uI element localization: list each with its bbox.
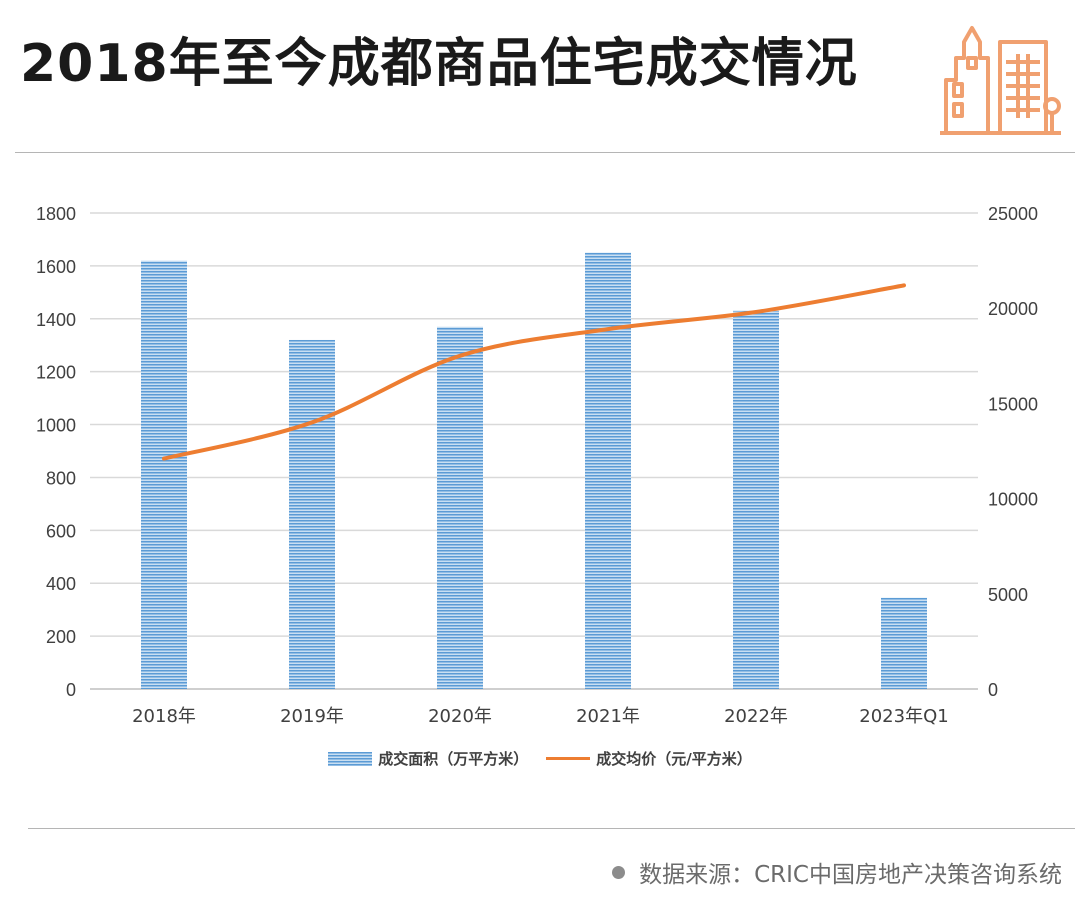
x-tick-label: 2022年: [724, 706, 788, 727]
y-left-tick-label: 0: [66, 680, 76, 700]
y-right-tick-label: 25000: [988, 204, 1038, 224]
legend-label-price: 成交均价（元/平方米）: [596, 750, 752, 768]
y-left-tick-label: 1000: [36, 416, 76, 436]
bullet-dot-icon: [612, 865, 626, 879]
source-text: 数据来源：CRIC中国房地产决策咨询系统: [639, 862, 1062, 888]
y-left-tick-label: 1600: [36, 257, 76, 277]
footer-divider: [28, 828, 1075, 829]
bar: [585, 252, 631, 689]
legend-item-price: 成交均价（元/平方米）: [546, 748, 752, 769]
page-title: 2018年至今成都商品住宅成交情况: [20, 34, 858, 94]
bar: [437, 326, 483, 689]
chart-legend: 成交面积（万平方米） 成交均价（元/平方米）: [0, 748, 1080, 769]
price-line: [162, 283, 906, 461]
bar: [141, 260, 187, 689]
legend-swatch-bar: [328, 751, 373, 766]
y-right-tick-label: 5000: [988, 585, 1028, 605]
x-tick-label: 2021年: [576, 706, 640, 727]
y-left-tick-label: 1800: [36, 204, 76, 224]
legend-item-area: 成交面积（万平方米）: [328, 748, 528, 769]
combo-chart: 0 200 400 600 800 1000 1200 1400 1600 1800 0 5000 10…: [36, 204, 1038, 727]
y-right-tick-label: 0: [988, 680, 998, 700]
x-tick-label: 2018年: [132, 706, 196, 727]
x-tick-label: 2023年Q1: [859, 706, 948, 727]
y-left-tick-label: 800: [46, 468, 76, 488]
header-divider: [15, 152, 1075, 153]
y-left-tick-label: 1200: [36, 363, 76, 383]
y-right-tick-label: 20000: [988, 299, 1038, 319]
buildings-icon: [938, 18, 1063, 142]
y-right-tick-label: 15000: [988, 394, 1038, 414]
y-left-tick-label: 1400: [36, 310, 76, 330]
bar: [881, 597, 927, 689]
legend-swatch-line: [546, 757, 591, 760]
legend-label-area: 成交面积（万平方米）: [378, 750, 529, 768]
y-left-tick-label: 600: [46, 521, 76, 541]
x-tick-label: 2019年: [280, 706, 344, 727]
y-right-tick-label: 10000: [988, 490, 1038, 510]
source-note: 数据来源：CRIC中国房地产决策咨询系统: [612, 855, 1062, 889]
y-left-tick-label: 400: [46, 574, 76, 594]
y-left-tick-label: 200: [46, 627, 76, 647]
bar: [733, 310, 779, 689]
bar: [289, 339, 335, 689]
x-tick-label: 2020年: [428, 706, 492, 727]
